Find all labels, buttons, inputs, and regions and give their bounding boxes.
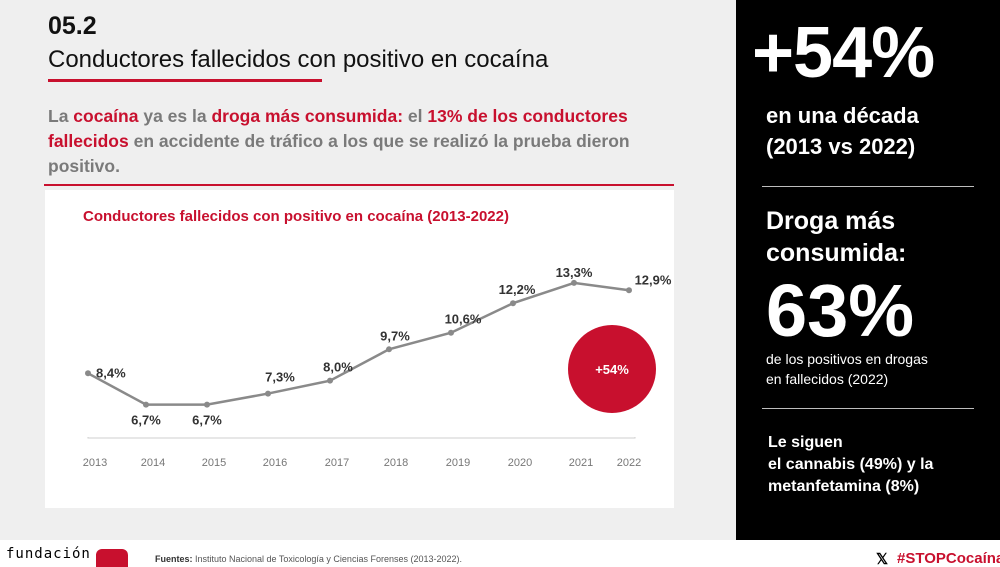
x-logo-icon[interactable]: 𝕏 <box>876 551 889 567</box>
chart-title: Conductores fallecidos con positivo en c… <box>83 208 509 225</box>
lead-text: La <box>48 106 74 126</box>
change-badge-label: +54% <box>595 362 629 377</box>
x-tick-label: 2015 <box>202 457 226 469</box>
stats-panel: +54% en una década (2013 vs 2022) Droga … <box>736 0 1000 540</box>
share-line: de los positivos en drogas <box>766 351 928 367</box>
droga-heading: Droga más consumida: <box>766 205 906 269</box>
data-label: 7,3% <box>265 370 295 385</box>
stats-divider <box>762 186 974 187</box>
share-caption: de los positivos en drogas en fallecidos… <box>766 349 928 389</box>
others-line: Le siguen <box>768 434 843 451</box>
lead-highlight: droga más consumida: <box>211 106 404 126</box>
data-point <box>327 377 333 384</box>
hashtag-link[interactable]: #STOPCocaína <box>897 550 1000 567</box>
data-label: 12,2% <box>499 282 536 297</box>
data-label: 10,6% <box>445 312 482 327</box>
x-tick-label: 2021 <box>569 457 593 469</box>
data-point <box>448 329 454 336</box>
data-point <box>386 346 392 353</box>
x-tick-label: 2018 <box>384 457 408 469</box>
x-tick-label: 2020 <box>508 457 532 469</box>
x-tick-label: 2017 <box>325 457 349 469</box>
section-number: 05.2 <box>48 12 97 40</box>
data-label: 13,3% <box>556 265 593 280</box>
title-underline <box>48 79 322 82</box>
data-point <box>204 401 210 408</box>
data-label: 8,0% <box>323 360 353 375</box>
lead-paragraph: La cocaína ya es la droga más consumida:… <box>48 104 658 179</box>
data-point <box>510 300 516 307</box>
share-stat: 63% <box>766 269 915 352</box>
x-tick-label: 2016 <box>263 457 287 469</box>
x-tick-label: 2019 <box>446 457 470 469</box>
data-point <box>571 279 577 286</box>
others-line: metanfetamina (8%) <box>768 478 920 495</box>
decade-line: en una década <box>766 103 919 128</box>
line-chart: 8,4% 6,7% 6,7% 7,3% 8,0% 9,7% 10,6% 12,2% 13,3% 1… <box>83 265 672 469</box>
sources-note: Fuentes: Instituto Nacional de Toxicolog… <box>155 554 462 564</box>
sources-label: Fuentes: <box>155 554 193 564</box>
chart-card: Conductores fallecidos con positivo en c… <box>45 190 674 508</box>
data-label: 12,9% <box>635 272 672 287</box>
lead-highlight: 13% de los conductores fallecidos <box>48 106 628 151</box>
change-badge <box>568 325 656 413</box>
data-point <box>85 370 91 377</box>
share-line: en fallecidos (2022) <box>766 371 889 387</box>
data-point <box>626 287 632 294</box>
series-line <box>87 281 630 406</box>
data-label: 6,7% <box>131 413 161 428</box>
data-label: 9,7% <box>380 328 410 343</box>
lead-text: en accidente de tráfico a los que se rea… <box>48 131 630 176</box>
droga-line: consumida: <box>766 239 907 267</box>
lead-text: ya es la <box>138 106 212 126</box>
droga-line: Droga más <box>766 207 896 235</box>
x-axis-line <box>87 437 636 439</box>
foundation-logo: fundación <box>6 546 91 562</box>
lead-text: el <box>403 106 428 126</box>
x-tick-label: 2014 <box>141 457 165 469</box>
decade-caption: en una década (2013 vs 2022) <box>766 100 919 162</box>
others-line: el cannabis (49%) y la <box>768 456 934 473</box>
lead-highlight: cocaína <box>73 106 139 126</box>
headline-stat: +54% <box>752 13 935 93</box>
others-caption: Le siguen el cannabis (49%) y la metanfe… <box>768 432 933 498</box>
slide-title: Conductores fallecidos con positivo en c… <box>48 46 549 73</box>
x-tick-label: 2022 <box>617 457 641 469</box>
data-point <box>265 390 271 397</box>
stats-divider <box>762 408 974 409</box>
content-panel: 05.2 Conductores fallecidos con positivo… <box>0 0 736 540</box>
decade-line: (2013 vs 2022) <box>766 134 916 159</box>
lead-divider <box>44 184 674 186</box>
data-label: 8,4% <box>96 365 126 380</box>
logo-mark-icon <box>96 549 128 567</box>
sources-text: Instituto Nacional de Toxicología y Cien… <box>192 554 462 564</box>
x-tick-label: 2013 <box>83 457 107 469</box>
data-point <box>143 401 149 408</box>
data-label: 6,7% <box>192 413 222 428</box>
